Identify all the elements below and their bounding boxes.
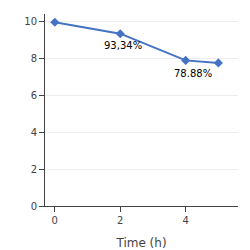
svg-text:10: 10 <box>24 16 37 27</box>
svg-text:4: 4 <box>182 215 188 226</box>
svg-text:6: 6 <box>31 90 37 101</box>
svg-text:Time (h): Time (h) <box>115 236 166 250</box>
svg-text:0: 0 <box>31 201 37 212</box>
svg-text:2: 2 <box>31 164 37 175</box>
svg-text:0: 0 <box>52 215 58 226</box>
svg-text:4: 4 <box>31 127 37 138</box>
svg-text:93,34%: 93,34% <box>104 40 142 51</box>
svg-text:2: 2 <box>117 215 123 226</box>
svg-text:8: 8 <box>31 53 37 64</box>
svg-text:78.88%: 78.88% <box>174 68 212 79</box>
